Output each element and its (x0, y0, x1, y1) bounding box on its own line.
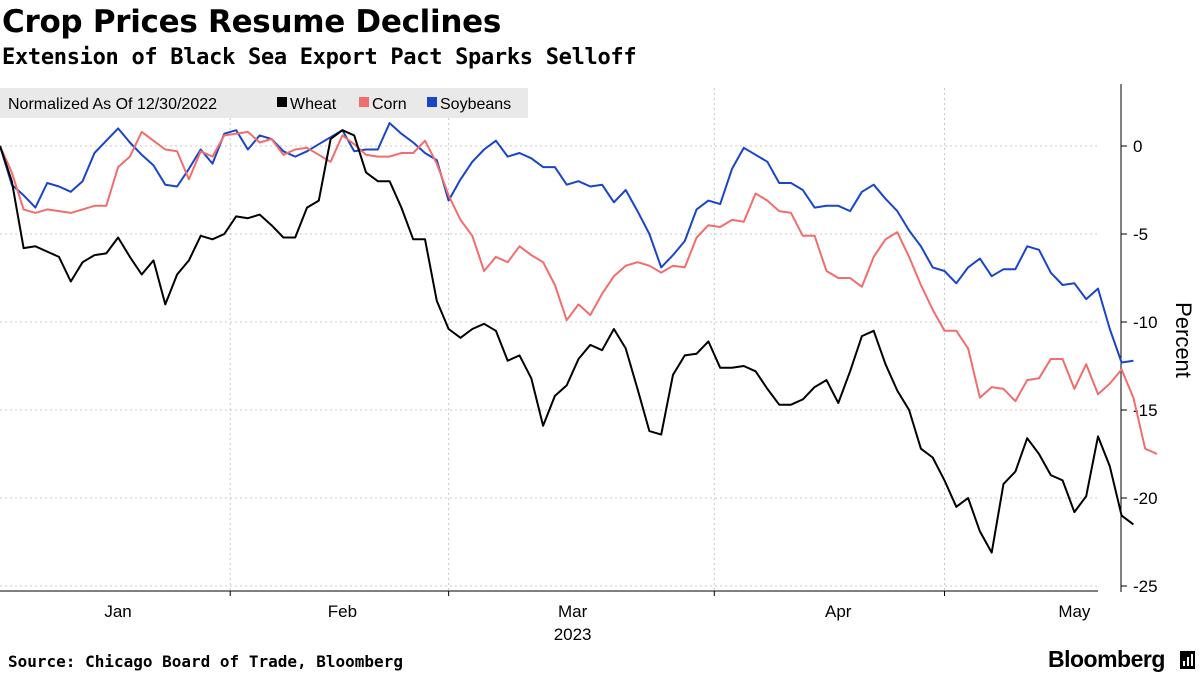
x-tick-label: Apr (825, 602, 852, 621)
x-tick-label: Mar (558, 602, 588, 621)
x-year-label: 2023 (554, 625, 592, 644)
legend-label-corn: Corn (372, 96, 407, 113)
x-tick-label: Feb (328, 602, 357, 621)
chart-subtitle: Extension of Black Sea Export Pact Spark… (2, 45, 637, 70)
y-tick-label: -25 (1133, 577, 1158, 596)
soybeans-series-line (0, 122, 1134, 364)
legend-swatch-soybeans (427, 97, 437, 107)
x-tick-label: Jan (104, 602, 131, 621)
y-tick-label: 0 (1133, 137, 1142, 156)
x-tick-label: May (1058, 602, 1091, 621)
legend-swatch-wheat (277, 97, 287, 107)
y-tick-label: -15 (1133, 401, 1158, 420)
y-axis-label: Percent (1171, 302, 1196, 378)
source-note: Source: Chicago Board of Trade, Bloomber… (8, 652, 403, 671)
legend-label-wheat: Wheat (290, 96, 337, 113)
chart-title: Crop Prices Resume Declines (2, 4, 501, 40)
brand-logo: Bloomberg (1048, 646, 1165, 672)
bloomberg-terminal-icon (1180, 651, 1195, 669)
legend-background (0, 88, 528, 118)
legend-swatch-corn (359, 97, 369, 107)
y-tick-label: -20 (1133, 489, 1158, 508)
y-tick-label: -5 (1133, 225, 1148, 244)
wheat-series-line (0, 129, 1134, 554)
legend-label-soybeans: Soybeans (440, 96, 511, 113)
legend-title: Normalized As Of 12/30/2022 (8, 96, 217, 113)
corn-series-line (0, 130, 1158, 455)
y-tick-label: -10 (1133, 313, 1158, 332)
